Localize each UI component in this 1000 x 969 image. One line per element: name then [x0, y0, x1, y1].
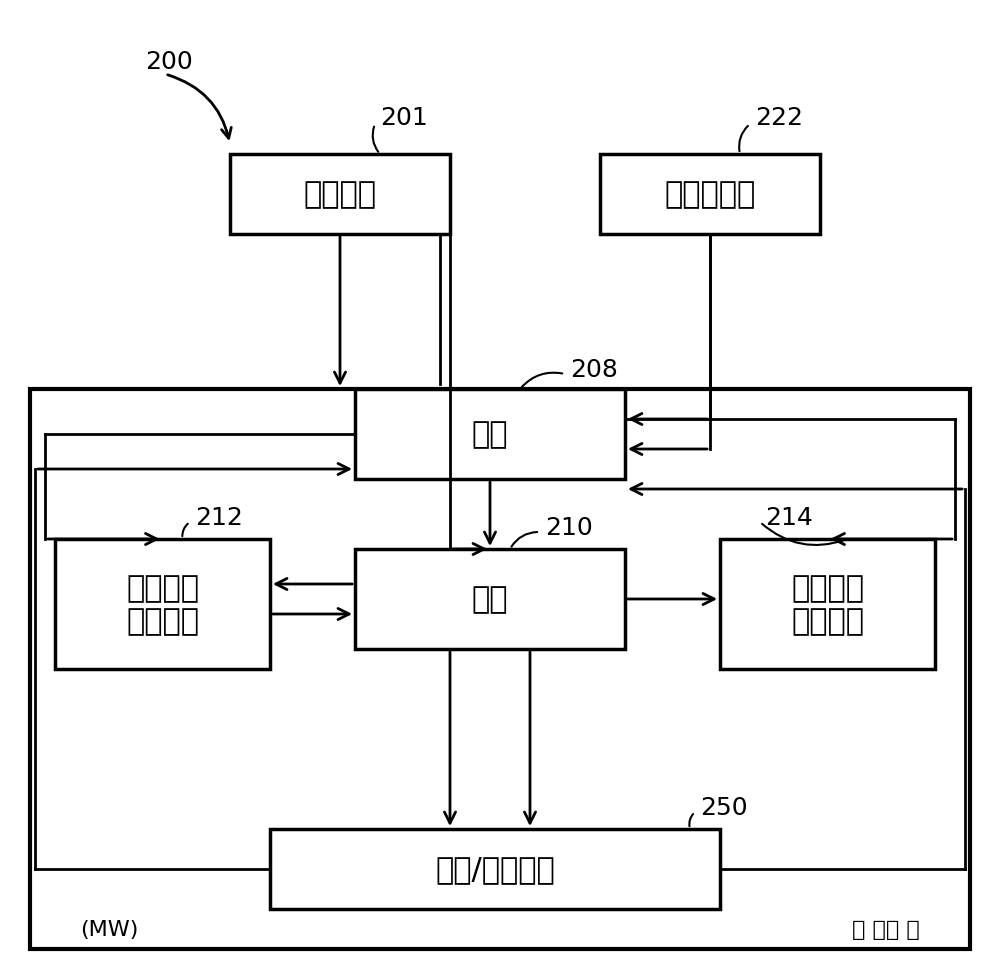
Bar — [355, 390, 625, 480]
Bar — [230, 155, 450, 234]
Text: 208: 208 — [570, 358, 618, 382]
Text: 250: 250 — [700, 796, 748, 819]
Text: 锅炉/涡轮过程: 锅炉/涡轮过程 — [435, 855, 555, 884]
Bar — [270, 829, 720, 909]
Text: 压力设定点: 压力设定点 — [664, 180, 756, 209]
Bar — [30, 390, 970, 949]
Bar — [720, 540, 935, 670]
Text: 201: 201 — [380, 106, 428, 130]
Text: 负载需求: 负载需求 — [304, 180, 376, 209]
Text: (MW): (MW) — [80, 919, 138, 939]
Bar — [355, 549, 625, 649]
Text: 200: 200 — [145, 50, 193, 74]
Text: 212: 212 — [195, 506, 243, 529]
Text: 涡轮主信
号组合器: 涡轮主信 号组合器 — [791, 573, 864, 636]
Bar — [600, 155, 820, 234]
Text: 反馈: 反馈 — [472, 421, 508, 449]
Text: 222: 222 — [755, 106, 803, 130]
Text: 前馈: 前馈 — [472, 585, 508, 614]
Bar — [55, 540, 270, 670]
Text: 210: 210 — [545, 516, 593, 540]
Text: 锅炉主信
号组合器: 锅炉主信 号组合器 — [126, 573, 199, 636]
Text: 214: 214 — [765, 506, 813, 529]
Text: （ 压力 ）: （ 压力 ） — [852, 919, 920, 939]
